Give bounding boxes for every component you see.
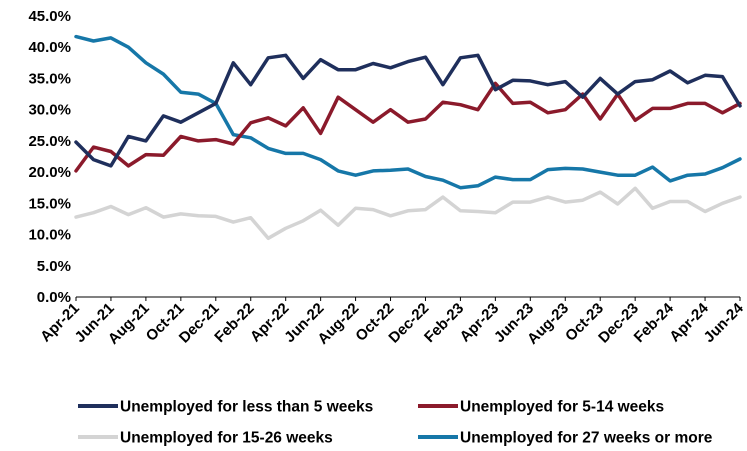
- x-tick-label: Feb-22: [211, 300, 257, 346]
- y-tick-label: 15.0%: [28, 195, 71, 212]
- legend: Unemployed for less than 5 weeks Unemploy…: [78, 399, 713, 447]
- series-line-3: [74, 34, 742, 190]
- legend-label: Unemployed for 15-26 weeks: [120, 430, 333, 447]
- series-line-0: [74, 53, 742, 168]
- legend-label: Unemployed for 27 weeks or more: [460, 430, 713, 447]
- y-axis: 0.0% 5.0% 10.0% 15.0% 20.0% 25.0% 30.0% 35.0% 40…: [28, 8, 71, 306]
- x-tick-label: Jun-24: [701, 299, 747, 346]
- y-tick-label: 5.0%: [37, 258, 71, 275]
- x-axis: Apr-21Jun-21Aug-21Oct-21Dec-21Feb-22Apr-…: [37, 296, 747, 348]
- y-tick-label: 20.0%: [28, 164, 71, 181]
- y-tick-label: 30.0%: [28, 102, 71, 119]
- plot-lines: [74, 34, 742, 241]
- y-tick-label: 45.0%: [28, 8, 71, 25]
- x-tick-label: Feb-23: [421, 300, 467, 346]
- y-tick-label: 10.0%: [28, 227, 71, 244]
- legend-label: Unemployed for less than 5 weeks: [120, 399, 373, 416]
- y-tick-label: 40.0%: [28, 39, 71, 56]
- legend-label: Unemployed for 5-14 weeks: [460, 399, 664, 416]
- y-tick-label: 25.0%: [28, 133, 71, 150]
- series-line-1: [74, 81, 742, 173]
- y-tick-label: 0.0%: [37, 289, 71, 306]
- y-tick-label: 35.0%: [28, 70, 71, 87]
- x-tick-label: Feb-24: [631, 299, 678, 346]
- series-line-2: [74, 186, 742, 241]
